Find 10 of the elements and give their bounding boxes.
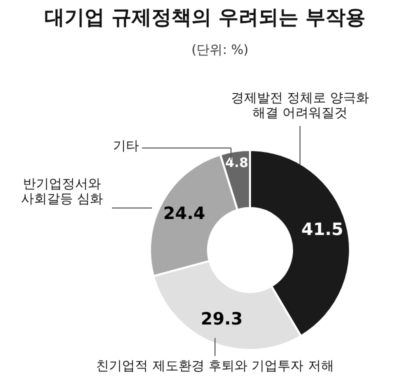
slice-label: 반기업정서와 사회갈등 심화	[20, 177, 104, 207]
chart-subtitle: (단위: %)	[191, 43, 249, 58]
chart-title: 대기업 규제정책의 우려되는 부작용	[44, 5, 366, 29]
slice-label: 친기업적 제도환경 후퇴와 기업투자 저해	[96, 359, 334, 374]
data-label: 29.3	[200, 309, 243, 330]
data-label: 41.5	[301, 220, 344, 240]
slice-label: 경제발전 정체로 양극화 해결 어려워질것	[230, 91, 370, 121]
data-label: 4.8	[225, 156, 248, 171]
slice-label: 기타	[113, 139, 139, 154]
data-label: 24.4	[163, 204, 206, 224]
